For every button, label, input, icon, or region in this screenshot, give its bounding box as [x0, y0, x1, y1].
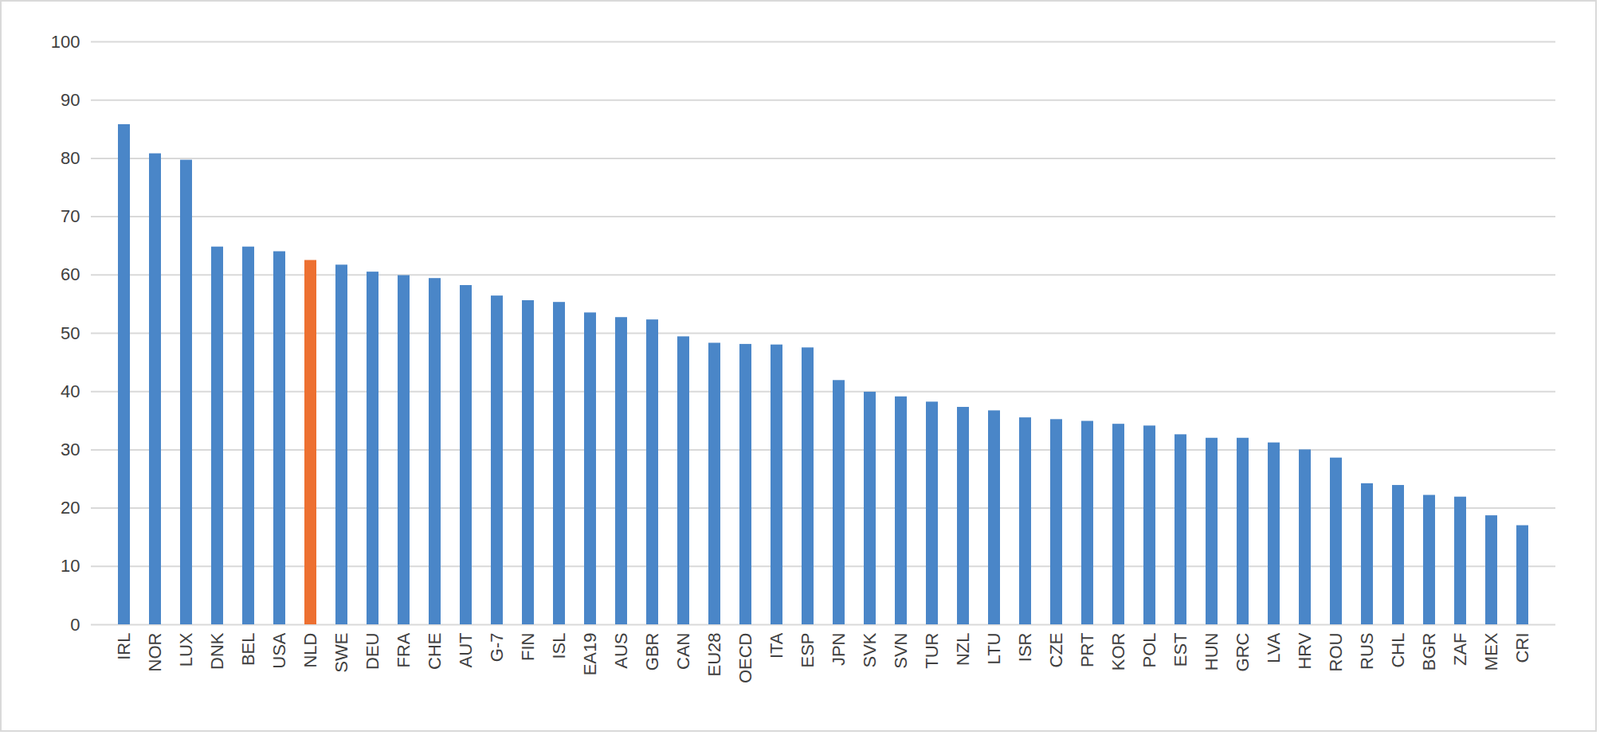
svg-text:30: 30 [60, 439, 80, 460]
svg-text:60: 60 [60, 264, 80, 285]
svg-text:50: 50 [60, 323, 80, 344]
svg-text:BEL: BEL [238, 633, 259, 667]
svg-text:PRT: PRT [1077, 633, 1098, 669]
svg-text:0: 0 [70, 615, 80, 636]
svg-text:FRA: FRA [393, 632, 414, 668]
svg-text:ISL: ISL [549, 633, 569, 660]
svg-text:HUN: HUN [1201, 633, 1222, 672]
svg-text:JPN: JPN [828, 633, 849, 667]
svg-text:CAN: CAN [673, 633, 694, 671]
svg-text:CRI: CRI [1512, 633, 1533, 664]
svg-text:ZAF: ZAF [1450, 633, 1471, 667]
svg-text:90: 90 [60, 90, 80, 110]
svg-text:AUT: AUT [455, 633, 476, 669]
svg-text:CHL: CHL [1388, 633, 1408, 669]
svg-text:DNK: DNK [207, 632, 228, 671]
svg-text:SWE: SWE [331, 633, 352, 674]
svg-text:10: 10 [60, 556, 80, 577]
svg-text:NOR: NOR [145, 633, 165, 673]
svg-text:LTU: LTU [984, 633, 1004, 666]
svg-text:AUS: AUS [611, 633, 632, 670]
svg-text:MEX: MEX [1481, 632, 1502, 671]
svg-text:RUS: RUS [1356, 633, 1377, 671]
svg-text:KOR: KOR [1108, 633, 1129, 672]
svg-text:OECD: OECD [735, 633, 756, 685]
svg-text:SVK: SVK [859, 632, 880, 668]
svg-text:TUR: TUR [921, 633, 942, 670]
svg-text:EA19: EA19 [580, 633, 600, 677]
svg-text:20: 20 [60, 498, 80, 518]
svg-text:LVA: LVA [1263, 632, 1284, 664]
svg-text:GBR: GBR [642, 633, 663, 672]
svg-text:40: 40 [60, 381, 80, 402]
svg-text:100: 100 [50, 31, 81, 52]
svg-text:USA: USA [269, 632, 290, 670]
svg-text:HRV: HRV [1294, 632, 1315, 670]
svg-text:80: 80 [60, 148, 80, 169]
svg-text:DEU: DEU [362, 633, 383, 671]
svg-text:CHE: CHE [424, 633, 445, 671]
svg-text:ITA: ITA [766, 632, 787, 659]
svg-text:SVN: SVN [890, 633, 911, 670]
svg-text:ISR: ISR [1015, 633, 1036, 663]
svg-text:ROU: ROU [1325, 633, 1346, 673]
svg-text:CZE: CZE [1046, 633, 1067, 669]
svg-text:LUX: LUX [176, 632, 197, 667]
svg-text:EST: EST [1170, 633, 1191, 668]
svg-text:70: 70 [60, 206, 80, 227]
svg-text:NZL: NZL [952, 633, 973, 667]
svg-text:EU28: EU28 [704, 633, 725, 678]
svg-text:FIN: FIN [517, 633, 538, 662]
svg-text:ESP: ESP [797, 633, 818, 669]
svg-text:G-7: G-7 [486, 633, 507, 663]
svg-text:BGR: BGR [1419, 633, 1440, 672]
svg-text:IRL: IRL [113, 633, 134, 661]
svg-text:NLD: NLD [300, 633, 321, 669]
svg-text:POL: POL [1139, 633, 1160, 669]
svg-text:GRC: GRC [1232, 632, 1253, 672]
